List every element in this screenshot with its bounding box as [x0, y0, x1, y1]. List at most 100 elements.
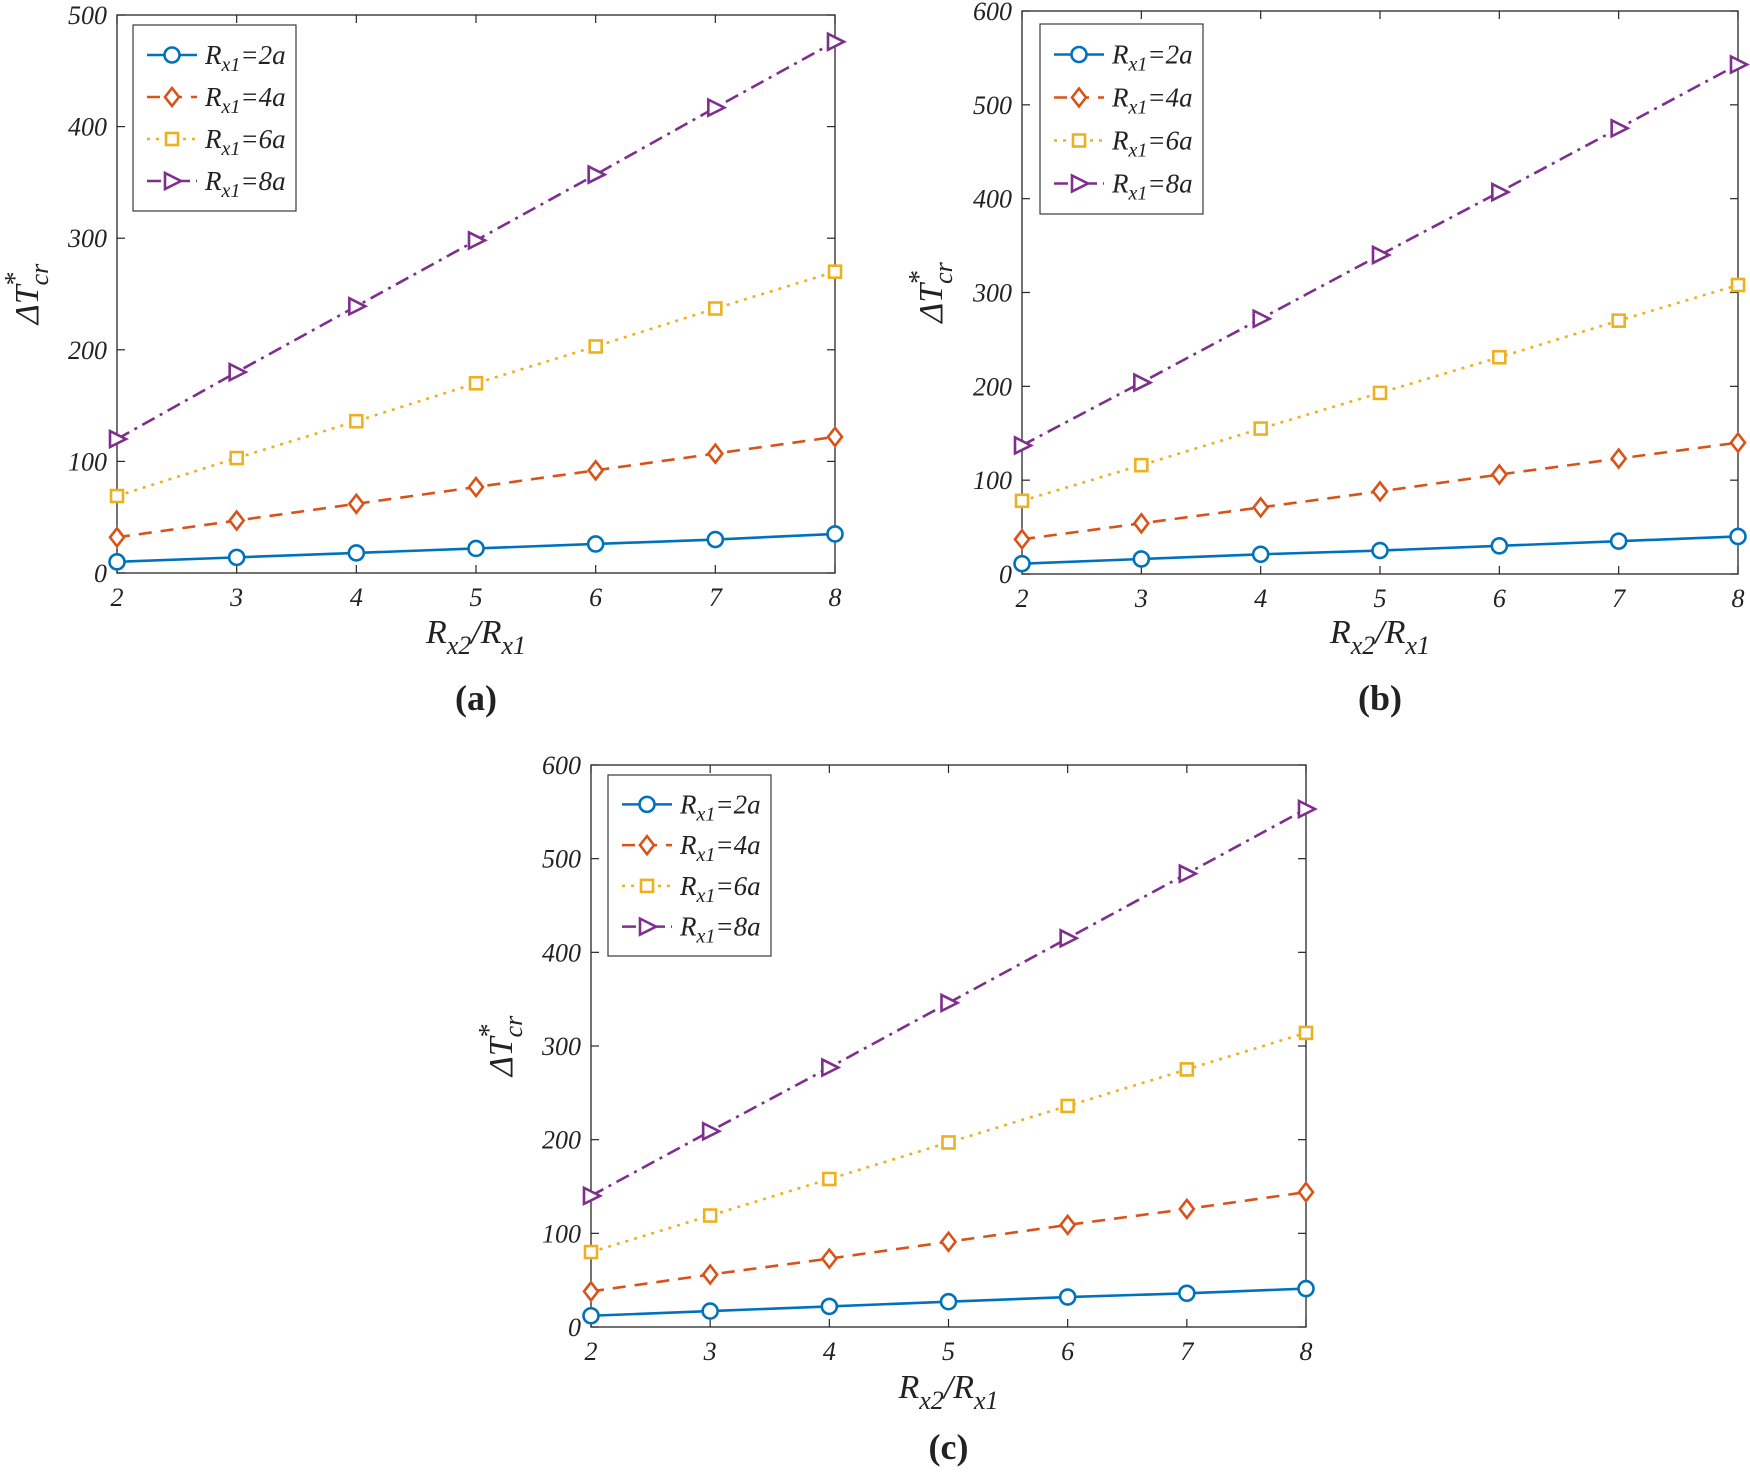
panel-c: 2 3 4 5 6 7 80100200300400500600Rx1=2aRx1=4aRx… — [474, 751, 1318, 1467]
x-axis-label: Rx2/Rx1 — [425, 614, 526, 660]
data-point — [468, 375, 484, 391]
data-point — [582, 1280, 600, 1303]
legend-entry: Rx1=4a — [204, 82, 286, 118]
x-tick-label: 8 — [1300, 1337, 1313, 1366]
data-point — [582, 1306, 600, 1325]
legend-marker — [163, 170, 184, 192]
legend-marker — [1070, 45, 1088, 64]
data-point — [1013, 554, 1031, 573]
x-tick-label: 4 — [823, 1337, 836, 1366]
y-tick-label: 0 — [568, 1313, 581, 1342]
data-point — [826, 525, 844, 543]
x-tick-label: 7 — [1612, 584, 1626, 613]
y-axis-label: ΔT*cr — [904, 261, 958, 324]
legend: Rx1=2a Rx1=4a Rx1=6a Rx1=8a — [132, 24, 297, 212]
data-point — [1132, 550, 1151, 568]
data-point — [586, 535, 605, 553]
x-tick-label: 6 — [589, 583, 602, 612]
data-point — [1178, 863, 1199, 884]
data-point — [1013, 528, 1031, 551]
data-point — [1297, 798, 1318, 820]
legend-entry: Rx1=4a — [679, 830, 761, 866]
data-point — [1013, 435, 1034, 456]
y-tick-label: 500 — [973, 91, 1012, 120]
x-tick-label: 3 — [229, 583, 243, 612]
x-tick-label: 4 — [1254, 584, 1267, 613]
y-axis-label: ΔT*cr — [0, 263, 54, 326]
data-point — [1372, 385, 1388, 401]
data-point — [1610, 118, 1631, 139]
data-point — [109, 488, 125, 504]
data-point — [822, 1171, 837, 1187]
x-tick-label: 5 — [942, 1337, 955, 1366]
x-tick-label: 5 — [1374, 584, 1387, 613]
data-point — [1610, 447, 1628, 470]
y-tick-label: 300 — [972, 279, 1012, 308]
legend-entry: Rx1=8a — [1111, 169, 1193, 205]
data-point — [228, 509, 246, 532]
panel-caption: (c) — [929, 1427, 969, 1467]
data-point — [1179, 1062, 1195, 1077]
legend-entry: Rx1=4a — [1111, 83, 1193, 119]
data-point — [349, 413, 364, 429]
x-tick-label: 3 — [1134, 584, 1148, 613]
y-tick-label: 600 — [973, 0, 1012, 26]
data-point — [587, 459, 605, 482]
legend: Rx1=2a Rx1=4a Rx1=6a Rx1=8a — [1039, 23, 1204, 215]
data-point — [108, 526, 126, 549]
data-point — [1729, 431, 1747, 454]
data-point — [1371, 244, 1392, 266]
x-tick-label: 7 — [709, 583, 723, 612]
data-point — [588, 339, 603, 354]
data-point — [820, 1297, 839, 1316]
data-point — [826, 425, 844, 448]
y-tick-label: 100 — [68, 447, 107, 476]
legend-marker — [639, 878, 655, 894]
data-point — [939, 1230, 958, 1253]
x-tick-label: 8 — [1732, 584, 1745, 613]
x-tick-label: 6 — [1061, 1337, 1074, 1366]
data-point — [1252, 308, 1273, 329]
legend-marker — [638, 916, 659, 937]
data-point — [940, 992, 961, 1014]
data-point — [347, 544, 366, 562]
data-point — [701, 1302, 719, 1320]
data-point — [1178, 1284, 1196, 1303]
data-point — [1491, 181, 1512, 203]
y-tick-label: 600 — [542, 751, 581, 780]
legend-entry: Rx1=2a — [204, 40, 286, 76]
data-point — [1251, 545, 1270, 564]
panel-caption: (a) — [455, 678, 497, 718]
x-tick-label: 6 — [1493, 584, 1506, 613]
y-tick-label: 300 — [541, 1032, 581, 1061]
data-point — [1133, 372, 1154, 393]
data-point — [467, 230, 488, 251]
x-tick-label: 5 — [470, 583, 483, 612]
data-point — [1297, 1279, 1315, 1298]
panel-a: 2 3 4 5 6 7 8 0 100 200 300 400 500 Rx1=2a Rx1=4a Rx1=6… — [0, 1, 847, 718]
data-point — [820, 1247, 838, 1270]
legend-marker — [638, 834, 656, 857]
x-tick-label: 3 — [703, 1337, 717, 1366]
data-point — [1060, 1098, 1075, 1114]
y-tick-label: 300 — [67, 224, 107, 253]
data-point — [1297, 1181, 1315, 1204]
data-point — [939, 1292, 958, 1311]
data-point — [706, 442, 724, 465]
legend-marker — [638, 795, 656, 814]
data-point — [702, 1208, 718, 1223]
y-tick-label: 500 — [68, 1, 107, 30]
data-point — [1178, 1197, 1196, 1221]
x-tick-label: 2 — [585, 1337, 598, 1366]
x-axis-label: Rx2/Rx1 — [1329, 614, 1430, 660]
data-point — [229, 450, 244, 466]
legend-marker — [1071, 133, 1087, 148]
x-tick-label: 2 — [111, 583, 124, 612]
data-point — [1611, 313, 1626, 328]
data-point — [1730, 277, 1746, 293]
y-axis-label: ΔT*cr — [474, 1015, 528, 1078]
legend-entry: Rx1=6a — [1111, 126, 1193, 162]
data-point — [1492, 349, 1507, 365]
y-tick-label: 200 — [68, 336, 107, 365]
y-tick-label: 500 — [542, 845, 581, 874]
